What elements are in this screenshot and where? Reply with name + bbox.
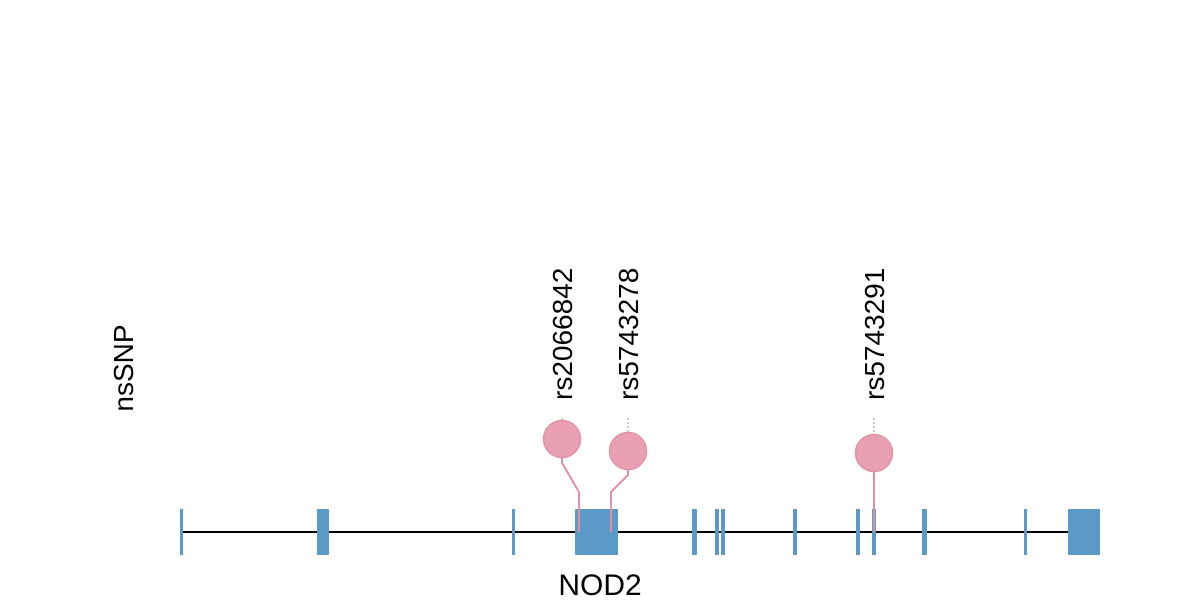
gene-model (180, 509, 1100, 555)
exon-11 (922, 509, 927, 555)
snp-head (608, 431, 648, 471)
track-label: nsSNP (108, 324, 139, 411)
gene-name-label: NOD2 (558, 569, 641, 600)
exon-8 (793, 509, 797, 555)
exon-5 (692, 509, 697, 555)
exon-9 (856, 509, 860, 555)
snp-rs2066842: rs2066842 (542, 268, 582, 532)
snp-rs5743291: rs5743291 (854, 268, 894, 532)
exon-2 (317, 509, 329, 555)
snp-label: rs5743278 (613, 268, 644, 400)
snp-head (854, 433, 894, 473)
snp-markers: rs2066842 rs5743278 rs5743291 (542, 268, 894, 532)
exon-13 (1068, 509, 1100, 555)
exon-3 (512, 509, 515, 555)
exon-6 (715, 509, 719, 555)
track-label-group: nsSNP (108, 324, 139, 411)
exon-12 (1024, 509, 1027, 555)
exon-1 (180, 509, 183, 555)
snp-label: rs5743291 (859, 268, 890, 400)
snp-head (542, 419, 582, 459)
exon-7 (721, 509, 725, 555)
snp-rs5743278: rs5743278 (608, 268, 648, 532)
snp-label: rs2066842 (547, 268, 578, 400)
